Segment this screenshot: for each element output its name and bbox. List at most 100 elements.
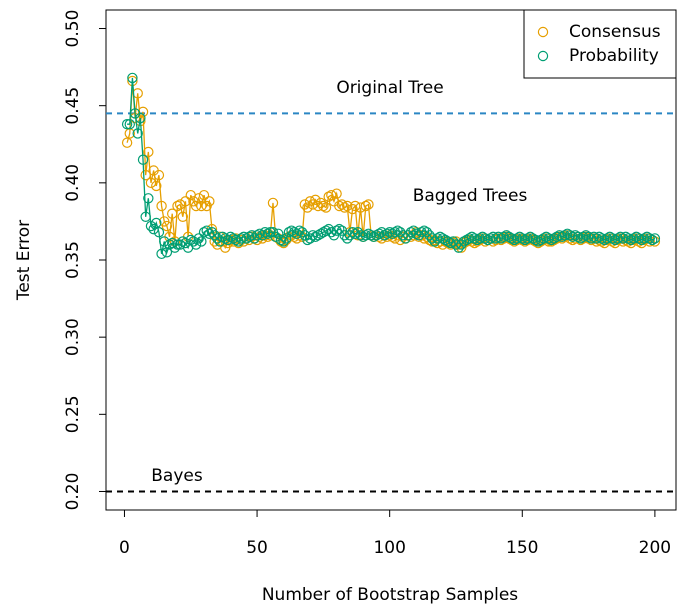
point [426, 233, 438, 244]
point [153, 169, 165, 181]
point [201, 225, 212, 236]
point [525, 231, 536, 243]
point [530, 234, 541, 246]
point [376, 227, 387, 238]
point [151, 217, 162, 229]
point [363, 228, 374, 239]
point [140, 211, 151, 222]
point [400, 233, 411, 244]
series [121, 72, 661, 260]
point [562, 228, 573, 239]
legend-marker [537, 26, 549, 38]
point [283, 227, 295, 238]
point [474, 233, 486, 244]
point [349, 200, 361, 212]
point [421, 227, 433, 238]
point [217, 231, 228, 243]
point [143, 146, 154, 158]
point [164, 239, 175, 250]
y-tick-label: 0.35 [63, 241, 83, 279]
point [567, 231, 578, 243]
point [357, 231, 369, 243]
point [312, 200, 324, 212]
point [617, 233, 629, 244]
point [161, 220, 173, 232]
point [246, 230, 257, 241]
point [304, 196, 316, 207]
point [196, 200, 207, 212]
point [477, 231, 488, 243]
point [572, 231, 584, 243]
point [137, 106, 149, 118]
point [644, 233, 655, 244]
point [551, 231, 562, 243]
point [193, 233, 204, 244]
point [365, 230, 377, 241]
point [511, 233, 523, 244]
point [288, 227, 300, 238]
point [384, 227, 395, 238]
point [159, 236, 170, 247]
point [347, 203, 358, 215]
annotation: Original Tree [336, 78, 443, 98]
point [440, 234, 451, 246]
point [235, 233, 247, 244]
x-tick-label: 0 [119, 538, 130, 558]
point [135, 112, 146, 124]
point [315, 228, 326, 239]
point [498, 231, 509, 243]
point [379, 230, 390, 241]
point [607, 233, 618, 244]
point [225, 231, 236, 243]
y-tick-label: 0.40 [63, 164, 83, 202]
y-tick-label: 0.50 [63, 10, 83, 48]
point [190, 239, 202, 250]
point [318, 227, 329, 238]
point [241, 233, 252, 244]
point [495, 233, 507, 244]
point [522, 233, 533, 244]
series-line [126, 80, 656, 250]
point [432, 233, 443, 244]
point [204, 196, 215, 207]
point [615, 231, 626, 243]
point [466, 231, 478, 243]
point [198, 227, 210, 238]
legend-marker [537, 50, 549, 62]
point [204, 228, 215, 239]
point [548, 233, 560, 244]
point [177, 211, 189, 222]
legend-box [523, 9, 677, 79]
point [599, 234, 610, 246]
point [631, 231, 642, 243]
point [206, 227, 218, 238]
point [172, 200, 183, 212]
point [121, 137, 133, 148]
point [570, 230, 581, 241]
point [469, 233, 480, 244]
point [559, 230, 570, 241]
point [124, 118, 135, 130]
point [360, 200, 372, 212]
point [190, 200, 202, 212]
point [169, 242, 181, 253]
point [323, 223, 334, 235]
point [334, 200, 345, 212]
point [479, 233, 491, 244]
point [334, 223, 345, 235]
point [355, 230, 366, 241]
point [381, 228, 393, 239]
point [299, 199, 311, 210]
point [373, 228, 385, 239]
point [156, 248, 167, 260]
point [172, 239, 183, 250]
point [143, 193, 154, 204]
point [360, 230, 372, 241]
legend-label: Probability [569, 46, 659, 66]
point [580, 230, 592, 241]
point [291, 228, 303, 239]
point [326, 189, 337, 201]
series [121, 75, 661, 253]
point [612, 233, 623, 244]
